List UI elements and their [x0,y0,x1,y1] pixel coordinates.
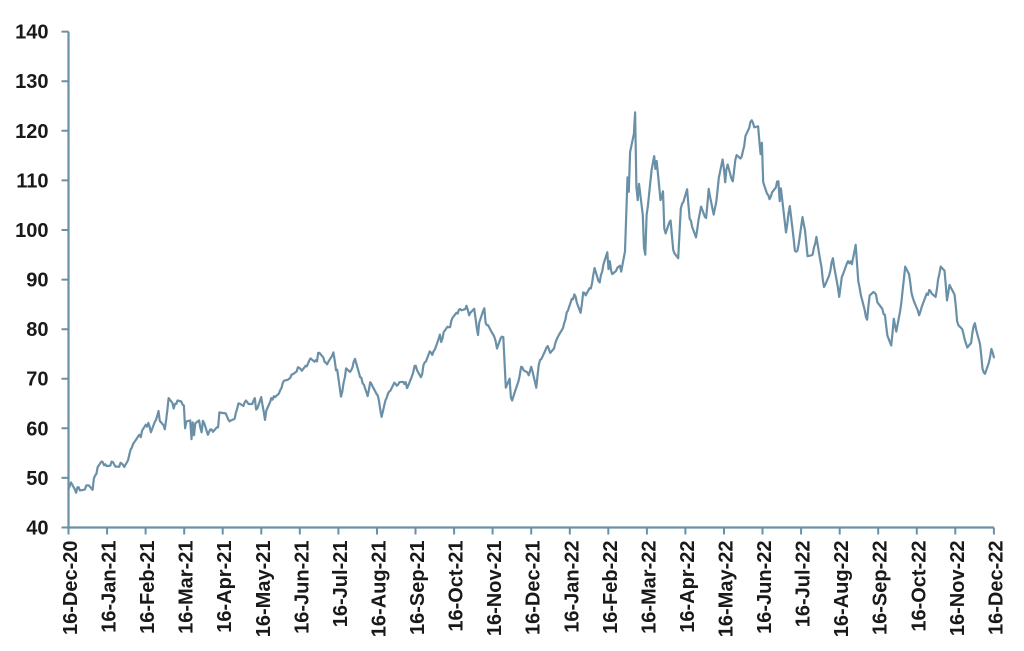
svg-text:16-Oct-22: 16-Oct-22 [908,541,930,632]
svg-text:70: 70 [26,369,48,391]
svg-text:130: 130 [15,71,48,93]
svg-text:140: 140 [15,22,48,44]
svg-text:16-Aug-22: 16-Aug-22 [831,541,853,638]
svg-text:50: 50 [26,468,48,490]
svg-text:16-May-21: 16-May-21 [253,541,275,638]
svg-text:16-Apr-21: 16-Apr-21 [214,541,236,633]
svg-text:16-Jun-22: 16-Jun-22 [754,541,776,634]
svg-text:16-Dec-20: 16-Dec-20 [60,541,82,636]
svg-text:60: 60 [26,418,48,440]
svg-text:80: 80 [26,319,48,341]
svg-text:40: 40 [26,518,48,540]
svg-text:16-Mar-22: 16-Mar-22 [638,541,660,634]
svg-text:16-Dec-22: 16-Dec-22 [985,541,1007,636]
svg-text:16-Jul-21: 16-Jul-21 [330,541,352,628]
svg-text:100: 100 [15,220,48,242]
svg-text:16-Aug-21: 16-Aug-21 [369,541,391,638]
svg-text:16-Jan-22: 16-Jan-22 [561,541,583,633]
svg-text:16-Jan-21: 16-Jan-21 [99,541,121,633]
svg-text:16-Oct-21: 16-Oct-21 [446,541,468,632]
svg-text:110: 110 [16,170,48,192]
svg-text:16-Feb-21: 16-Feb-21 [137,541,159,634]
svg-text:16-Feb-22: 16-Feb-22 [600,541,622,634]
svg-text:16-Jul-22: 16-Jul-22 [793,541,815,628]
svg-text:90: 90 [26,270,48,292]
svg-text:16-Apr-22: 16-Apr-22 [677,541,699,633]
svg-text:16-Nov-22: 16-Nov-22 [947,541,969,637]
svg-text:120: 120 [15,121,48,143]
svg-text:16-Nov-21: 16-Nov-21 [484,541,506,637]
svg-text:16-Mar-21: 16-Mar-21 [176,541,198,634]
svg-text:16-Sep-21: 16-Sep-21 [407,541,429,636]
svg-text:16-Sep-22: 16-Sep-22 [870,541,892,636]
svg-text:16-Jun-21: 16-Jun-21 [291,541,313,634]
svg-text:16-Dec-21: 16-Dec-21 [523,541,545,636]
svg-text:16-May-22: 16-May-22 [716,541,738,638]
